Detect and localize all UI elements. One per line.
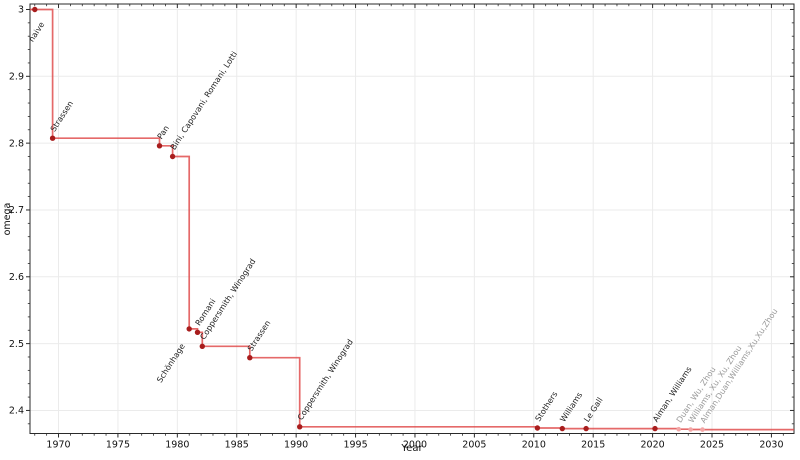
x-tick-label: 2000 bbox=[403, 440, 427, 451]
x-tick-label: 2010 bbox=[522, 440, 546, 451]
x-tick-label: 1990 bbox=[284, 440, 308, 451]
point-label: Williams, Xu, Xu, Zhou bbox=[687, 344, 744, 425]
data-point bbox=[688, 427, 693, 432]
data-point bbox=[32, 6, 38, 13]
data-point bbox=[700, 427, 705, 432]
y-tick-label: 2.7 bbox=[9, 205, 24, 216]
data-point bbox=[199, 343, 205, 349]
point-label: Stothers bbox=[534, 390, 560, 423]
data-point bbox=[583, 425, 589, 432]
data-point bbox=[49, 135, 56, 141]
point-label: Pan bbox=[156, 124, 171, 141]
data-point bbox=[169, 153, 176, 160]
x-tick-label: 2015 bbox=[581, 440, 605, 451]
y-tick-label: 2.8 bbox=[9, 138, 24, 149]
y-tick-label: 2.4 bbox=[9, 406, 24, 417]
point-label: Bini, Capovani, Romani, Lotti bbox=[169, 50, 239, 152]
x-tick-label: 1975 bbox=[106, 440, 130, 451]
data-point bbox=[194, 329, 201, 335]
data-point bbox=[247, 355, 253, 361]
x-tick-label: 2025 bbox=[700, 440, 724, 451]
x-tick-label: 1970 bbox=[46, 440, 70, 451]
y-tick-label: 3 bbox=[18, 5, 24, 16]
data-point bbox=[297, 424, 303, 430]
point-label: Strassen bbox=[246, 319, 272, 353]
x-tick-label: 2020 bbox=[641, 440, 665, 451]
omega-step-line bbox=[30, 8, 794, 431]
data-point bbox=[559, 425, 565, 432]
x-tick-label: 1980 bbox=[165, 440, 189, 451]
data-point bbox=[676, 426, 681, 432]
data-point bbox=[534, 425, 541, 431]
y-tick-label: 2.9 bbox=[9, 72, 24, 83]
y-tick-label: 2.6 bbox=[9, 272, 24, 283]
y-axis-label: omega bbox=[2, 202, 13, 236]
x-tick-label: 1985 bbox=[225, 440, 249, 451]
y-tick-label: 2.5 bbox=[9, 339, 24, 350]
point-label: Williams bbox=[558, 391, 584, 424]
x-tick-label: 2030 bbox=[759, 440, 783, 451]
x-tick-label: 1995 bbox=[343, 440, 367, 451]
data-point bbox=[186, 326, 192, 332]
x-axis-label: Year bbox=[401, 443, 423, 454]
point-label: Coppersmith, Winograd bbox=[296, 338, 355, 422]
plot-frame bbox=[29, 3, 795, 434]
point-label: Coppersmith, Winograd bbox=[198, 257, 257, 341]
point-label: Schönhage bbox=[155, 342, 187, 384]
data-point bbox=[652, 425, 658, 432]
x-tick-label: 2005 bbox=[462, 440, 486, 451]
data-point bbox=[156, 143, 163, 149]
